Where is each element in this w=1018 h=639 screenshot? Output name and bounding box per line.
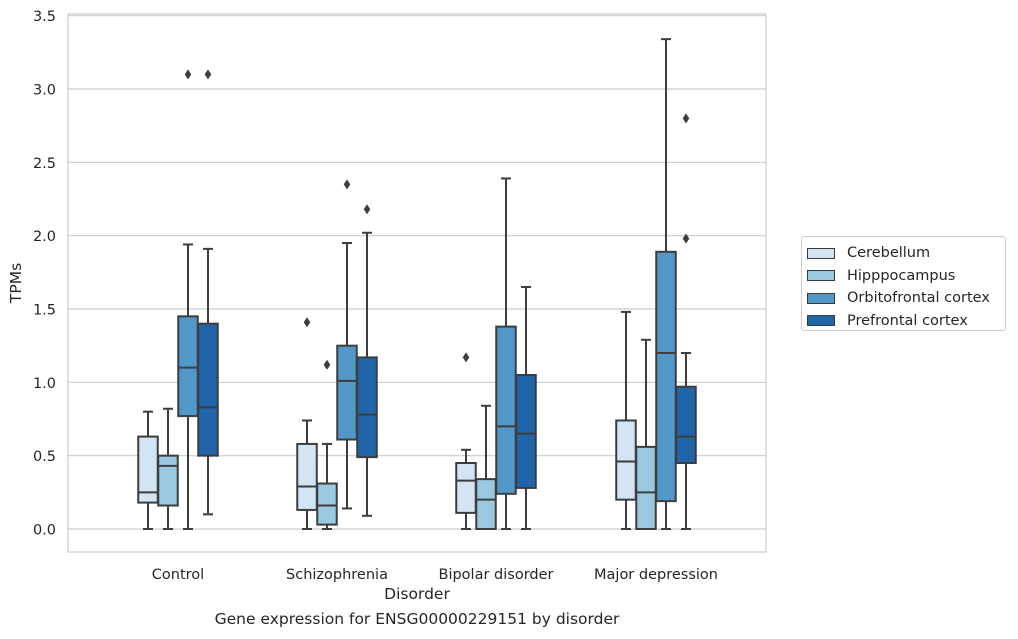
box-plot xyxy=(655,38,677,530)
box xyxy=(635,445,657,530)
box xyxy=(655,250,677,503)
y-tick-label: 1.5 xyxy=(33,303,56,319)
legend-label: Prefrontal cortex xyxy=(847,312,968,329)
x-axis-label: Disorder xyxy=(384,585,450,603)
box xyxy=(356,356,378,459)
outlier-point xyxy=(204,69,212,80)
legend-item: Cerebellum xyxy=(807,242,1005,265)
box xyxy=(455,462,477,514)
x-tick-label: Major depression xyxy=(594,567,718,583)
box-plot xyxy=(635,338,657,530)
y-tick-label: 3.0 xyxy=(33,83,56,99)
chart-caption: Gene expression for ENSG00000229151 by d… xyxy=(214,610,620,628)
box-plot xyxy=(336,179,358,510)
box xyxy=(475,478,497,530)
legend-swatch xyxy=(807,247,835,259)
box-plot xyxy=(675,113,697,530)
outlier-point xyxy=(323,359,331,370)
legend-item: Prefrontal cortex xyxy=(807,310,1005,333)
plot-frame xyxy=(67,13,767,553)
box-plot xyxy=(515,286,537,530)
legend-label: Orbitofrontal cortex xyxy=(847,290,990,307)
legend-item: Hipppocampus xyxy=(807,265,1005,288)
y-tick-label: 0.0 xyxy=(33,523,56,539)
box-plot xyxy=(137,410,159,530)
outlier-point xyxy=(363,204,371,215)
box-plot xyxy=(615,310,637,530)
box xyxy=(316,482,338,526)
outlier-point xyxy=(682,233,690,244)
box xyxy=(515,374,537,489)
box-plot xyxy=(177,69,199,530)
box xyxy=(296,442,318,511)
box xyxy=(336,344,358,441)
box xyxy=(177,315,199,418)
box-plot xyxy=(475,404,497,530)
legend-label: Cerebellum xyxy=(847,245,931,262)
legend-swatch xyxy=(807,315,835,327)
x-tick-label: Bipolar disorder xyxy=(439,567,554,583)
box-plot xyxy=(495,177,517,530)
outlier-point xyxy=(462,352,470,363)
box-plot xyxy=(316,359,338,530)
legend: Cerebellum Hipppocampus Orbitofrontal co… xyxy=(801,236,1006,331)
outlier-point xyxy=(184,69,192,80)
box xyxy=(615,419,637,501)
legend-swatch xyxy=(807,270,835,282)
x-tick-label: Control xyxy=(152,567,204,583)
x-tick-labels: Control Schizophrenia Bipolar disorder Majo… xyxy=(152,567,718,583)
legend-item: Orbitofrontal cortex xyxy=(807,287,1005,310)
y-tick-label: 1.0 xyxy=(33,376,56,392)
box-plot xyxy=(296,317,318,530)
legend-label: Hipppocampus xyxy=(847,267,956,284)
y-tick-labels: 0.0 0.5 1.0 1.5 2.0 2.5 3.0 3.5 xyxy=(33,9,56,538)
box-plot xyxy=(455,352,477,530)
y-tick-label: 3.5 xyxy=(33,9,56,25)
box xyxy=(197,322,219,457)
y-tick-label: 2.0 xyxy=(33,229,56,245)
y-tick-label: 0.5 xyxy=(33,449,56,465)
box-plot xyxy=(197,69,219,516)
box-plot xyxy=(157,407,179,530)
y-tick-label: 2.5 xyxy=(33,156,56,172)
box xyxy=(157,454,179,507)
box-plots xyxy=(137,38,697,530)
outlier-point xyxy=(682,113,690,124)
x-tick-label: Schizophrenia xyxy=(286,567,388,583)
box xyxy=(675,385,697,465)
y-axis-label: TPMs xyxy=(7,263,25,304)
outlier-point xyxy=(343,179,351,190)
outlier-point xyxy=(303,317,311,328)
legend-swatch xyxy=(807,292,835,304)
box-plot xyxy=(356,204,378,517)
box xyxy=(495,325,517,495)
